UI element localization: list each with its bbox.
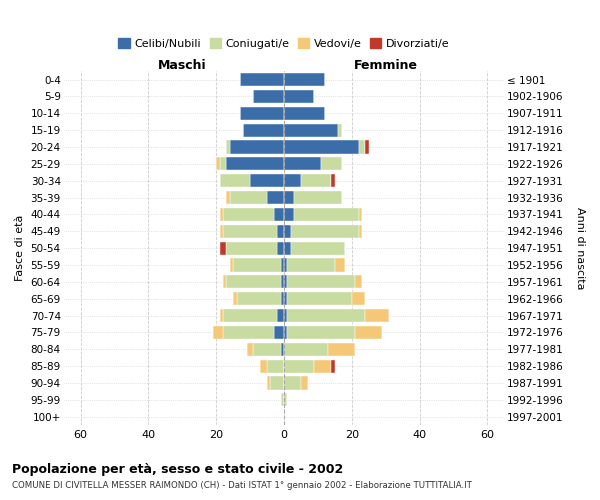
- Bar: [220, 225, 223, 238]
- Bar: [274, 208, 284, 221]
- Bar: [226, 140, 230, 153]
- Bar: [338, 124, 341, 137]
- Bar: [284, 174, 301, 188]
- Bar: [284, 326, 287, 339]
- Bar: [267, 360, 284, 372]
- Bar: [226, 158, 284, 170]
- Bar: [250, 174, 284, 188]
- Bar: [226, 191, 230, 204]
- Bar: [223, 208, 274, 221]
- Bar: [291, 242, 345, 255]
- Bar: [365, 140, 369, 153]
- Bar: [223, 276, 226, 288]
- Bar: [236, 292, 281, 306]
- Bar: [287, 326, 355, 339]
- Bar: [277, 309, 284, 322]
- Bar: [335, 258, 345, 272]
- Bar: [284, 342, 328, 356]
- Bar: [281, 394, 284, 406]
- Bar: [284, 124, 338, 137]
- Bar: [284, 107, 325, 120]
- Bar: [230, 140, 284, 153]
- Bar: [216, 158, 220, 170]
- Bar: [355, 276, 362, 288]
- Bar: [321, 158, 341, 170]
- Bar: [284, 140, 359, 153]
- Bar: [359, 208, 362, 221]
- Legend: Celibi/Nubili, Coniugati/e, Vedovi/e, Divorziati/e: Celibi/Nubili, Coniugati/e, Vedovi/e, Di…: [116, 36, 452, 51]
- Bar: [223, 225, 277, 238]
- Bar: [284, 242, 291, 255]
- Bar: [281, 342, 284, 356]
- Bar: [328, 342, 355, 356]
- Bar: [284, 292, 287, 306]
- Bar: [267, 191, 284, 204]
- Bar: [314, 360, 331, 372]
- Bar: [240, 107, 284, 120]
- Bar: [253, 342, 281, 356]
- Bar: [284, 225, 291, 238]
- Bar: [220, 309, 223, 322]
- Bar: [284, 208, 294, 221]
- Bar: [220, 158, 226, 170]
- Bar: [223, 326, 274, 339]
- Text: Popolazione per età, sesso e stato civile - 2002: Popolazione per età, sesso e stato civil…: [12, 462, 343, 475]
- Bar: [284, 258, 287, 272]
- Bar: [287, 258, 335, 272]
- Bar: [331, 174, 335, 188]
- Bar: [226, 242, 277, 255]
- Bar: [284, 394, 287, 406]
- Bar: [277, 242, 284, 255]
- Bar: [277, 225, 284, 238]
- Bar: [284, 360, 314, 372]
- Bar: [230, 258, 233, 272]
- Bar: [301, 174, 331, 188]
- Bar: [365, 309, 389, 322]
- Text: Femmine: Femmine: [353, 59, 418, 72]
- Bar: [291, 225, 359, 238]
- Bar: [331, 360, 335, 372]
- Bar: [281, 292, 284, 306]
- Bar: [233, 292, 236, 306]
- Bar: [281, 258, 284, 272]
- Text: COMUNE DI CIVITELLA MESSER RAIMONDO (CH) - Dati ISTAT 1° gennaio 2002 - Elaboraz: COMUNE DI CIVITELLA MESSER RAIMONDO (CH)…: [12, 481, 472, 490]
- Bar: [359, 140, 365, 153]
- Bar: [284, 158, 321, 170]
- Bar: [220, 174, 250, 188]
- Bar: [230, 191, 267, 204]
- Bar: [281, 276, 284, 288]
- Bar: [274, 326, 284, 339]
- Bar: [223, 309, 277, 322]
- Bar: [243, 124, 284, 137]
- Bar: [352, 292, 365, 306]
- Y-axis label: Anni di nascita: Anni di nascita: [575, 207, 585, 290]
- Bar: [301, 376, 308, 390]
- Bar: [267, 376, 271, 390]
- Text: Maschi: Maschi: [158, 59, 206, 72]
- Bar: [247, 342, 253, 356]
- Bar: [220, 208, 223, 221]
- Bar: [226, 276, 281, 288]
- Bar: [271, 376, 284, 390]
- Bar: [284, 90, 314, 103]
- Bar: [284, 276, 287, 288]
- Bar: [220, 242, 226, 255]
- Bar: [260, 360, 267, 372]
- Bar: [355, 326, 382, 339]
- Bar: [284, 191, 294, 204]
- Bar: [284, 73, 325, 86]
- Bar: [359, 225, 362, 238]
- Bar: [294, 208, 359, 221]
- Bar: [284, 309, 287, 322]
- Bar: [294, 191, 341, 204]
- Y-axis label: Fasce di età: Fasce di età: [15, 215, 25, 282]
- Bar: [253, 90, 284, 103]
- Bar: [287, 309, 365, 322]
- Bar: [233, 258, 281, 272]
- Bar: [240, 73, 284, 86]
- Bar: [213, 326, 223, 339]
- Bar: [284, 376, 301, 390]
- Bar: [287, 276, 355, 288]
- Bar: [287, 292, 352, 306]
